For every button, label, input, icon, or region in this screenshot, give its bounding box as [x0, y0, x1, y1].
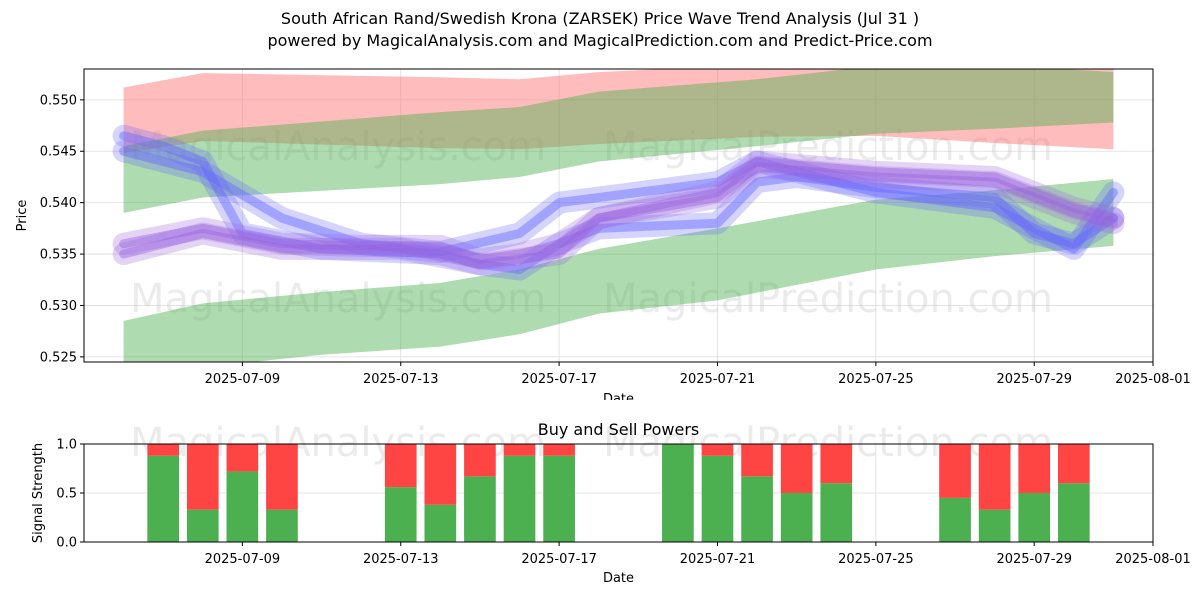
y-tick-label-2: 0.535	[40, 248, 77, 263]
y-tick-label-4: 0.545	[40, 145, 77, 160]
x-tick-label-5: 2025-07-29	[996, 372, 1072, 387]
sub-x-tick-label-4: 2025-07-25	[838, 552, 914, 567]
buy-bar-2	[226, 471, 259, 542]
sub-x-axis-label: Date	[603, 571, 634, 586]
x-axis-label: Date	[603, 392, 634, 400]
x-tick-label-6: 2025-08-01	[1115, 372, 1191, 387]
y-tick-label-1: 0.530	[40, 299, 77, 314]
y-tick-label-5: 0.550	[40, 93, 77, 108]
buy-bar-3	[266, 509, 298, 542]
plot-area	[112, 69, 1125, 362]
buy-bar-0	[147, 455, 180, 542]
sub-y-tick-label-1: 0.5	[56, 487, 77, 502]
x-tick-label-2: 2025-07-17	[521, 372, 597, 387]
buy-bar-11	[741, 476, 773, 542]
x-tick-label-1: 2025-07-13	[363, 372, 439, 387]
chart-title: South African Rand/Swedish Krona (ZARSEK…	[280, 9, 920, 28]
sub-y-tick-label-2: 1.0	[56, 438, 77, 453]
wave-blue-1-halo	[112, 140, 1125, 263]
buy-bar-7	[503, 455, 536, 542]
band-green-1	[123, 69, 1114, 213]
sub-y-axis-label: Signal Strength	[31, 443, 46, 543]
buy-bar-16	[1018, 493, 1051, 542]
buy-bar-14	[939, 497, 971, 542]
watermark-0: MagicalAnalysis.com	[130, 124, 546, 170]
wave-purple-3	[119, 162, 1118, 269]
wave-purple-3-halo	[112, 155, 1125, 276]
wave-blue-1	[119, 146, 1118, 257]
buy-bar-17	[1057, 483, 1090, 542]
wave-blue-0	[119, 131, 1118, 274]
sub-x-tick-label-3: 2025-07-21	[680, 552, 756, 567]
chart-subtitle: powered by MagicalAnalysis.com and Magic…	[267, 31, 933, 50]
sell-bar-7	[503, 444, 536, 456]
sell-bar-3	[266, 444, 298, 510]
sell-bar-1	[186, 444, 219, 510]
wave-purple-2-halo	[112, 150, 1125, 271]
sub-x-tick-label-2: 2025-07-17	[521, 552, 597, 567]
sub-y-tick-label-0: 0.0	[56, 536, 77, 551]
sell-bar-8	[543, 444, 575, 456]
watermark-3: MagicalPrediction.com	[603, 276, 1053, 322]
buy-bar-5	[424, 504, 457, 542]
sell-bar-5	[424, 444, 457, 505]
plot-frame	[83, 68, 1154, 363]
sell-bar-15	[978, 444, 1011, 510]
buy-bar-12	[780, 493, 813, 542]
buy-bar-4	[384, 487, 417, 542]
sub-x-tick-label-1: 2025-07-13	[363, 552, 439, 567]
wave-purple-2	[119, 157, 1118, 264]
band-green-2	[123, 179, 1114, 362]
sell-bar-10	[701, 444, 734, 456]
sub-x-tick-label-5: 2025-07-29	[996, 552, 1072, 567]
sell-bar-14	[939, 444, 971, 498]
band-red-0	[123, 69, 1114, 154]
buy-sell-power-chart: MagicalAnalysis.com MagicalPrediction.com…	[31, 420, 1191, 586]
sell-bar-17	[1057, 444, 1090, 484]
y-tick-label-3: 0.540	[40, 196, 77, 211]
sell-bar-6	[464, 444, 496, 477]
watermark-1: MagicalPrediction.com	[603, 124, 1053, 170]
buy-bar-13	[820, 483, 853, 542]
sell-bar-0	[147, 444, 180, 456]
sell-bar-4	[384, 444, 417, 488]
sell-bar-12	[780, 444, 813, 493]
sell-bar-16	[1018, 444, 1051, 493]
sell-bar-13	[820, 444, 853, 484]
sell-bar-11	[741, 444, 773, 477]
x-tick-label-3: 2025-07-21	[680, 372, 756, 387]
y-tick-label-0: 0.525	[40, 350, 77, 365]
buy-bar-1	[186, 509, 219, 542]
buy-bar-8	[543, 455, 575, 542]
buy-bar-9	[662, 444, 694, 542]
buy-bar-10	[701, 455, 734, 542]
sell-bar-2	[226, 444, 259, 472]
sub-x-tick-label-0: 2025-07-09	[205, 552, 281, 567]
x-tick-label-0: 2025-07-09	[205, 372, 281, 387]
buy-bar-15	[978, 509, 1011, 542]
buy-bar-6	[464, 476, 496, 542]
sub-x-tick-label-6: 2025-08-01	[1115, 552, 1191, 567]
sub-chart-title: Buy and Sell Powers	[538, 420, 700, 439]
x-tick-label-4: 2025-07-25	[838, 372, 914, 387]
wave-blue-0-halo	[112, 124, 1125, 281]
watermark-2: MagicalAnalysis.com	[130, 276, 546, 322]
y-axis-label: Price	[15, 200, 30, 232]
price-wave-chart: MagicalAnalysis.com MagicalPrediction.com…	[15, 68, 1191, 400]
